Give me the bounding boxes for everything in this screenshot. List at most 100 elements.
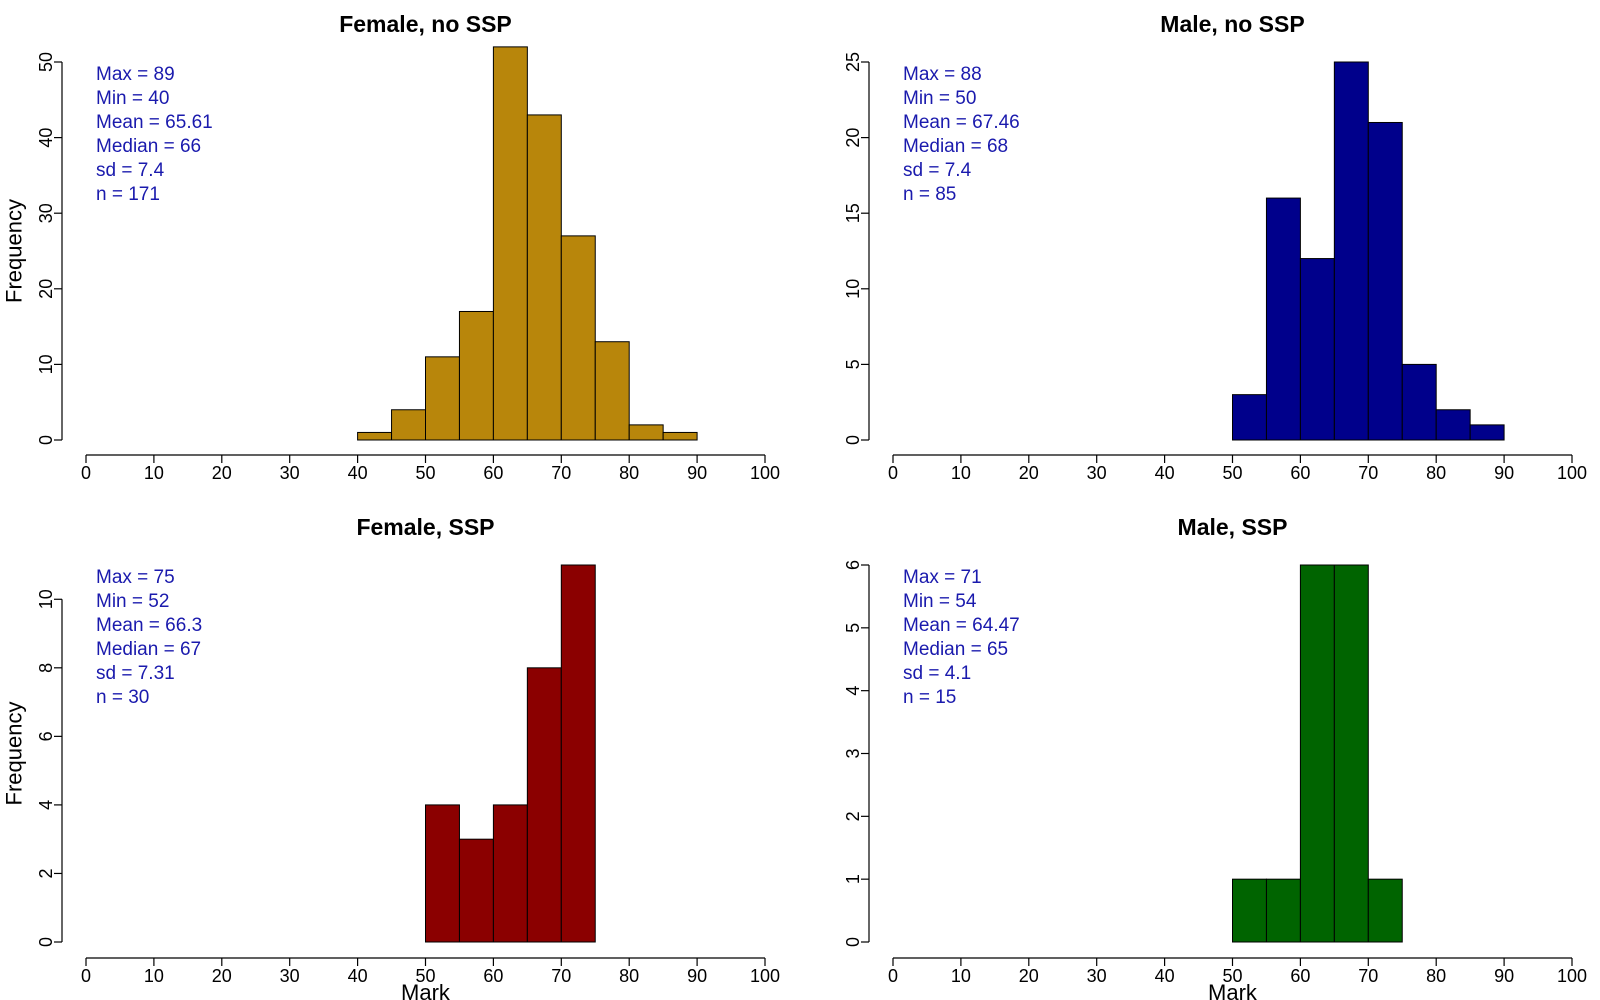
histogram-panel: Female, no SSP 0 10 20 30 40 50 60 70 80 90 100 0 10 2… [2, 11, 781, 483]
x-tick-label: 30 [280, 463, 300, 483]
x-tick-label: 60 [1290, 966, 1310, 986]
histogram-bar [492, 46, 528, 441]
x-tick-label: 0 [888, 463, 898, 483]
stat-line: n = 30 [96, 687, 149, 708]
stat-line: Median = 65 [903, 639, 1008, 660]
panel-title: Female, SSP [356, 514, 494, 540]
stat-line: sd = 7.4 [903, 160, 972, 181]
y-tick-label: 5 [843, 623, 863, 633]
y-tick-label: 0 [36, 937, 56, 947]
stat-line: n = 15 [903, 687, 956, 708]
histogram-bar [1265, 197, 1301, 441]
x-tick-label: 80 [1426, 463, 1446, 483]
x-tick-label: 20 [1019, 463, 1039, 483]
histogram-panel: Male, SSP 0 10 20 30 40 50 60 70 80 90 100 0 1 2 3 4 5 6 Ma… [843, 514, 1587, 1000]
x-tick-label: 30 [1087, 966, 1107, 986]
x-tick-label: 10 [951, 966, 971, 986]
y-tick-label: 30 [36, 203, 56, 223]
x-tick-label: 30 [1087, 463, 1107, 483]
stat-line: Median = 66 [96, 136, 201, 157]
histogram-bar [662, 431, 698, 441]
x-tick-label: 60 [1290, 463, 1310, 483]
histogram-bar [1401, 363, 1437, 441]
x-tick-label: 10 [951, 463, 971, 483]
y-tick-label: 1 [843, 874, 863, 884]
x-tick-label: 40 [348, 966, 368, 986]
y-tick-label: 2 [843, 811, 863, 821]
x-tick-label: 50 [415, 966, 435, 986]
stat-line: Min = 50 [903, 88, 976, 109]
y-axis-label: Frequency [2, 702, 27, 806]
x-tick-label: 60 [483, 966, 503, 986]
panel-title: Male, SSP [1178, 514, 1288, 540]
histogram-bar [458, 310, 494, 441]
x-tick-label: 50 [1222, 966, 1242, 986]
stat-line: Mean = 64.47 [903, 615, 1020, 636]
x-tick-label: 70 [551, 966, 571, 986]
histogram-bar [1367, 121, 1403, 441]
histogram-bar [425, 804, 460, 943]
x-tick-label: 90 [687, 966, 707, 986]
y-tick-label: 10 [36, 589, 56, 609]
histogram-bar [357, 431, 393, 441]
x-tick-label: 70 [1358, 966, 1378, 986]
x-tick-label: 100 [1557, 966, 1587, 986]
histogram-bar [526, 114, 562, 441]
histogram-bar [425, 356, 460, 441]
histogram-bar [1232, 878, 1267, 943]
y-tick-label: 0 [843, 435, 863, 445]
x-tick-label: 50 [1222, 463, 1242, 483]
y-tick-label: 2 [36, 868, 56, 878]
x-tick-label: 10 [144, 966, 164, 986]
histogram-bar [1265, 878, 1301, 943]
x-tick-label: 0 [81, 463, 91, 483]
x-tick-label: 80 [619, 966, 639, 986]
y-tick-label: 15 [843, 203, 863, 223]
x-tick-label: 90 [687, 463, 707, 483]
histogram-bar [1232, 394, 1267, 441]
histogram-panel: Female, SSP 0 10 20 30 40 50 60 70 80 90 100 0 2 4 6 8 10… [2, 514, 781, 1000]
x-tick-label: 20 [212, 966, 232, 986]
stat-line: sd = 4.1 [903, 663, 971, 684]
x-tick-label: 20 [212, 463, 232, 483]
stat-line: Mean = 65.61 [96, 112, 213, 133]
x-tick-label: 80 [1426, 966, 1446, 986]
stat-line: n = 171 [96, 184, 160, 205]
y-tick-label: 6 [36, 731, 56, 741]
y-tick-label: 20 [36, 279, 56, 299]
y-tick-label: 10 [36, 354, 56, 374]
x-tick-label: 80 [619, 463, 639, 483]
y-axis-label: Frequency [2, 199, 27, 303]
histogram-bar [594, 341, 630, 441]
x-tick-label: 0 [888, 966, 898, 986]
histogram-bar [560, 235, 596, 441]
x-tick-label: 100 [1557, 463, 1587, 483]
x-tick-label: 90 [1494, 966, 1514, 986]
x-tick-label: 100 [750, 463, 780, 483]
histogram-bar [628, 424, 664, 441]
histogram-bar [560, 564, 596, 943]
histogram-panel: Male, no SSP 0 10 20 30 40 50 60 70 80 90 100 0 5 10 15… [843, 11, 1587, 483]
histogram-bar [1333, 564, 1369, 943]
y-tick-label: 40 [36, 128, 56, 148]
stat-line: Median = 67 [96, 639, 201, 660]
x-tick-label: 0 [81, 966, 91, 986]
y-tick-label: 4 [843, 686, 863, 696]
stat-line: Min = 52 [96, 591, 169, 612]
x-tick-label: 10 [144, 463, 164, 483]
y-tick-label: 3 [843, 748, 863, 758]
x-tick-label: 90 [1494, 463, 1514, 483]
y-tick-label: 20 [843, 128, 863, 148]
histogram-bar [1333, 61, 1369, 441]
y-tick-label: 5 [843, 359, 863, 369]
stat-line: Max = 89 [96, 64, 175, 85]
histogram-bar [492, 804, 528, 943]
histogram-bar [526, 667, 562, 943]
y-tick-label: 25 [843, 52, 863, 72]
histogram-bar [1435, 409, 1471, 441]
histogram-bar [458, 838, 494, 943]
histogram-bar [1299, 564, 1335, 943]
y-tick-label: 4 [36, 800, 56, 810]
stat-line: n = 85 [903, 184, 956, 205]
